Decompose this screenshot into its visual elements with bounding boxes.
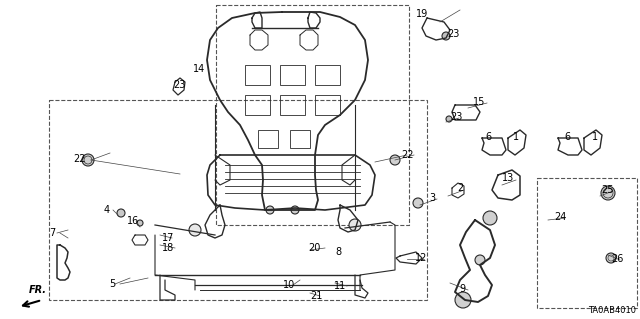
Text: 3: 3 [429,193,435,203]
Bar [537,178,637,308]
Text: FR.: FR. [29,285,47,295]
Text: 22: 22 [73,154,85,164]
Text: 1: 1 [592,132,598,142]
Circle shape [442,32,450,40]
Circle shape [608,255,614,261]
Text: 5: 5 [109,279,115,289]
Text: 9: 9 [459,284,465,294]
Text: 22: 22 [401,150,413,160]
Circle shape [483,211,497,225]
Text: 12: 12 [415,253,427,263]
Bar [245,65,270,85]
Text: 15: 15 [473,97,485,107]
Circle shape [413,198,423,208]
Text: 25: 25 [602,185,614,195]
Text: TA0AB4010: TA0AB4010 [588,306,636,315]
Text: 4: 4 [104,205,110,215]
Bar [280,65,305,85]
Circle shape [601,186,615,200]
Circle shape [291,206,299,214]
Text: 6: 6 [564,132,570,142]
Circle shape [117,209,125,217]
Bar [216,5,409,225]
Circle shape [603,188,613,198]
Bar [258,130,278,148]
Text: 23: 23 [450,112,462,122]
Text: 1: 1 [513,132,519,142]
Circle shape [446,116,452,122]
Circle shape [349,219,361,231]
Text: 23: 23 [173,80,185,90]
Text: 14: 14 [193,64,205,74]
Text: 19: 19 [416,9,428,19]
Bar [245,95,270,115]
Circle shape [266,206,274,214]
Text: 7: 7 [49,228,55,238]
Circle shape [82,154,94,166]
Text: 2: 2 [457,183,463,193]
Text: 8: 8 [335,247,341,257]
Bar [290,130,310,148]
Bar [280,95,305,115]
Text: 21: 21 [310,291,322,301]
Circle shape [475,255,485,265]
Text: 16: 16 [127,216,139,226]
Text: 6: 6 [485,132,491,142]
Bar [49,100,427,300]
Circle shape [189,224,201,236]
Circle shape [455,292,471,308]
Text: 10: 10 [283,280,295,290]
Text: 24: 24 [554,212,566,222]
Circle shape [390,155,400,165]
Circle shape [137,220,143,226]
Text: 18: 18 [162,243,174,253]
Text: 11: 11 [334,281,346,291]
Bar [315,95,340,115]
Circle shape [606,253,616,263]
Text: 23: 23 [447,29,459,39]
Circle shape [84,156,92,164]
Text: 20: 20 [308,243,320,253]
Text: 17: 17 [162,233,174,243]
Text: 26: 26 [611,254,623,264]
Text: 13: 13 [502,173,514,183]
Bar [315,65,340,85]
